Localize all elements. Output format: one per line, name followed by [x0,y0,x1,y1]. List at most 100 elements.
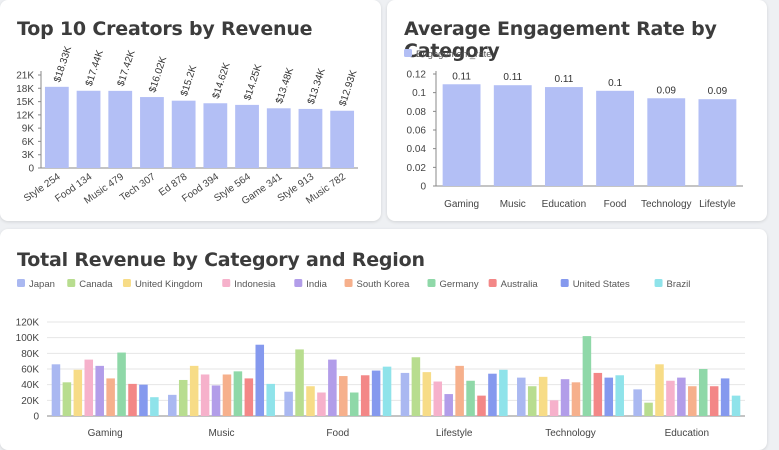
legend-label: Canada [79,279,113,290]
region-revenue-bar [211,385,221,416]
y-tick-label: 18K [16,84,34,95]
region-revenue-bar [84,359,94,416]
region-revenue-bar [720,378,730,416]
region-category-label: Music [208,428,234,439]
engagement-bar [698,99,737,186]
engagement-bar [647,98,686,186]
region-revenue-bar [698,369,708,416]
creator-value-label: $16.02K [147,55,169,94]
legend-swatch [344,279,353,287]
creator-bar [203,103,228,168]
y-tick-label: 120K [16,318,40,329]
region-revenue-bar [582,336,592,416]
region-revenue-bar [633,389,642,416]
region-revenue-bar [560,379,570,416]
engagement-title: Average Engagement Rate by Category [404,18,717,62]
region-revenue-bar [477,395,486,416]
region-revenue-bar [499,369,508,416]
region-revenue-bar [306,386,315,416]
y-tick-label: 9K [22,124,35,135]
region-revenue-bar [422,372,432,416]
region-revenue-bar [317,392,326,416]
region-revenue-bar [655,364,664,416]
y-tick-label: 100K [16,333,40,344]
creator-category-label: Tech 307 [118,171,158,204]
top-creators-title: Top 10 Creators by Revenue [17,18,313,40]
creator-bar [171,100,196,168]
y-tick-label: 21K [16,71,34,82]
region-revenue-bar [150,397,159,416]
y-tick-label: 0.1 [412,88,426,99]
creator-value-label: $17.42K [116,49,138,88]
legend-label: Engagement_rate [416,49,492,60]
legend-swatch [222,279,231,287]
y-tick-label: 0 [33,412,39,423]
legend-label: United States [573,279,630,290]
region-revenue-bar [328,359,337,416]
region-revenue-bar [51,364,61,416]
legend-swatch [404,49,412,57]
creator-bar [108,90,133,168]
region-revenue-bar [178,379,188,416]
creator-value-label: $14.62K [211,61,233,100]
region-revenue-bar [466,380,475,416]
engagement-category-label: Technology [641,199,692,210]
region-category-label: Education [665,428,709,439]
creator-bar [235,104,259,168]
engagement-value-label: 0.09 [657,85,677,96]
region-revenue-bar [382,366,392,416]
legend-swatch [294,279,303,287]
legend-swatch [488,279,497,287]
creator-value-label: $18.33K [52,45,74,84]
region-revenue-bar [644,402,653,416]
y-tick-label: 0 [28,164,34,175]
creator-value-label: $17.44K [84,49,106,88]
y-tick-label: 0.12 [407,70,427,81]
region-revenue-bar [709,386,719,416]
region-revenue-bar [371,370,381,416]
region-revenue-bar [538,376,548,416]
creator-bar [44,86,69,168]
region-category-label: Technology [545,428,596,439]
creator-value-label: $15.2K [179,64,199,98]
region-revenue-bar [189,365,199,416]
region-revenue-bar [128,383,137,416]
y-tick-label: 0.08 [407,107,427,118]
y-tick-label: 0.04 [407,144,427,155]
region-category-label: Food [326,428,349,439]
region-revenue-bar [200,374,210,416]
region-revenue-bar [168,394,177,416]
region-revenue-bar [106,378,115,416]
engagement-chart: Engagement_rate 0 0.02 0.04 0.06 0.08 0.1 0.12 0… [404,49,743,210]
engagement-bar [596,90,635,186]
legend-label: India [306,279,327,290]
region-revenue-bar [244,378,254,416]
region-revenue-bar [400,372,410,416]
y-tick-label: 6K [22,137,35,148]
region-revenue-bar [593,372,603,416]
y-tick-label: 0 [420,182,426,193]
region-revenue-bar [455,365,464,416]
region-revenue-bar [139,384,148,416]
region-revenue-bar [284,391,293,416]
region-revenue-bar [233,371,243,416]
region-revenue-bar [615,375,624,416]
engagement-category-label: Education [542,199,586,210]
region-revenue-bar [677,377,686,416]
engagement-category-label: Food [604,199,627,210]
engagement-bar [493,85,532,186]
region-revenue-bar [222,374,232,416]
y-tick-label: 0.02 [407,163,427,174]
creator-bar [140,97,164,168]
region-revenue-bar [62,382,72,416]
region-revenue-bar [571,382,581,416]
y-tick-label: 3K [22,150,35,161]
engagement-value-label: 0.11 [452,71,471,82]
top-creators-card: Top 10 Creators by Revenue 0 3K 6K 9K 12K 15K… [0,0,381,221]
region-revenue-bar [255,344,265,416]
legend-label: Germany [440,279,479,290]
engagement-value-label: 0.09 [708,86,728,97]
legend-label: Japan [29,279,55,290]
y-tick-label: 12K [16,110,34,121]
region-revenue-bar [604,377,614,416]
